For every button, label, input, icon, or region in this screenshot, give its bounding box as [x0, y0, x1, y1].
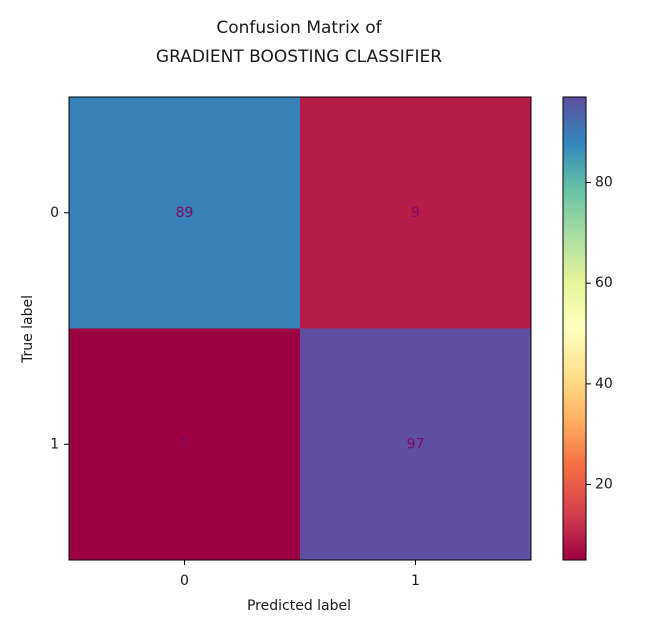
- colorbar-tick-label-0: 20: [595, 477, 613, 493]
- axis-ticks: 0 1 0 1: [50, 205, 420, 589]
- x-tick-label-1: 1: [411, 573, 420, 589]
- colorbar: [563, 97, 586, 560]
- y-axis-label: True label: [20, 295, 36, 364]
- colorbar-frame: [562, 96, 587, 561]
- colorbar-tick-label-3: 80: [595, 175, 613, 191]
- chart-title-line-2: GRADIENT BOOSTING CLASSIFIER: [156, 47, 442, 67]
- cell-value-label-0-0: 89: [176, 205, 194, 221]
- heatmap-cell-1-0: [69, 328, 300, 560]
- x-tick-label-0: 0: [180, 573, 189, 589]
- heatmap-cell-0-1: [300, 97, 531, 329]
- heatmap-cells: 89 9 5 97: [69, 97, 531, 560]
- colorbar-tick-label-2: 60: [595, 275, 613, 291]
- heatmap-cell-1-1: [300, 328, 531, 560]
- plot-frame: [68, 96, 532, 561]
- cell-value-label-1-1: 97: [407, 436, 425, 452]
- colorbar-tick-label-1: 40: [595, 376, 613, 392]
- chart-title-line-1: Confusion Matrix of: [216, 18, 382, 38]
- colorbar-ticks: 20 40 60 80: [586, 175, 613, 493]
- cell-value-label-1-0: 5: [180, 436, 189, 452]
- y-tick-label-0: 0: [50, 205, 59, 221]
- heatmap-cell-0-0: [69, 97, 300, 329]
- x-axis-label: Predicted label: [247, 598, 351, 614]
- y-tick-label-1: 1: [50, 436, 59, 452]
- cell-value-label-0-1: 9: [411, 205, 420, 221]
